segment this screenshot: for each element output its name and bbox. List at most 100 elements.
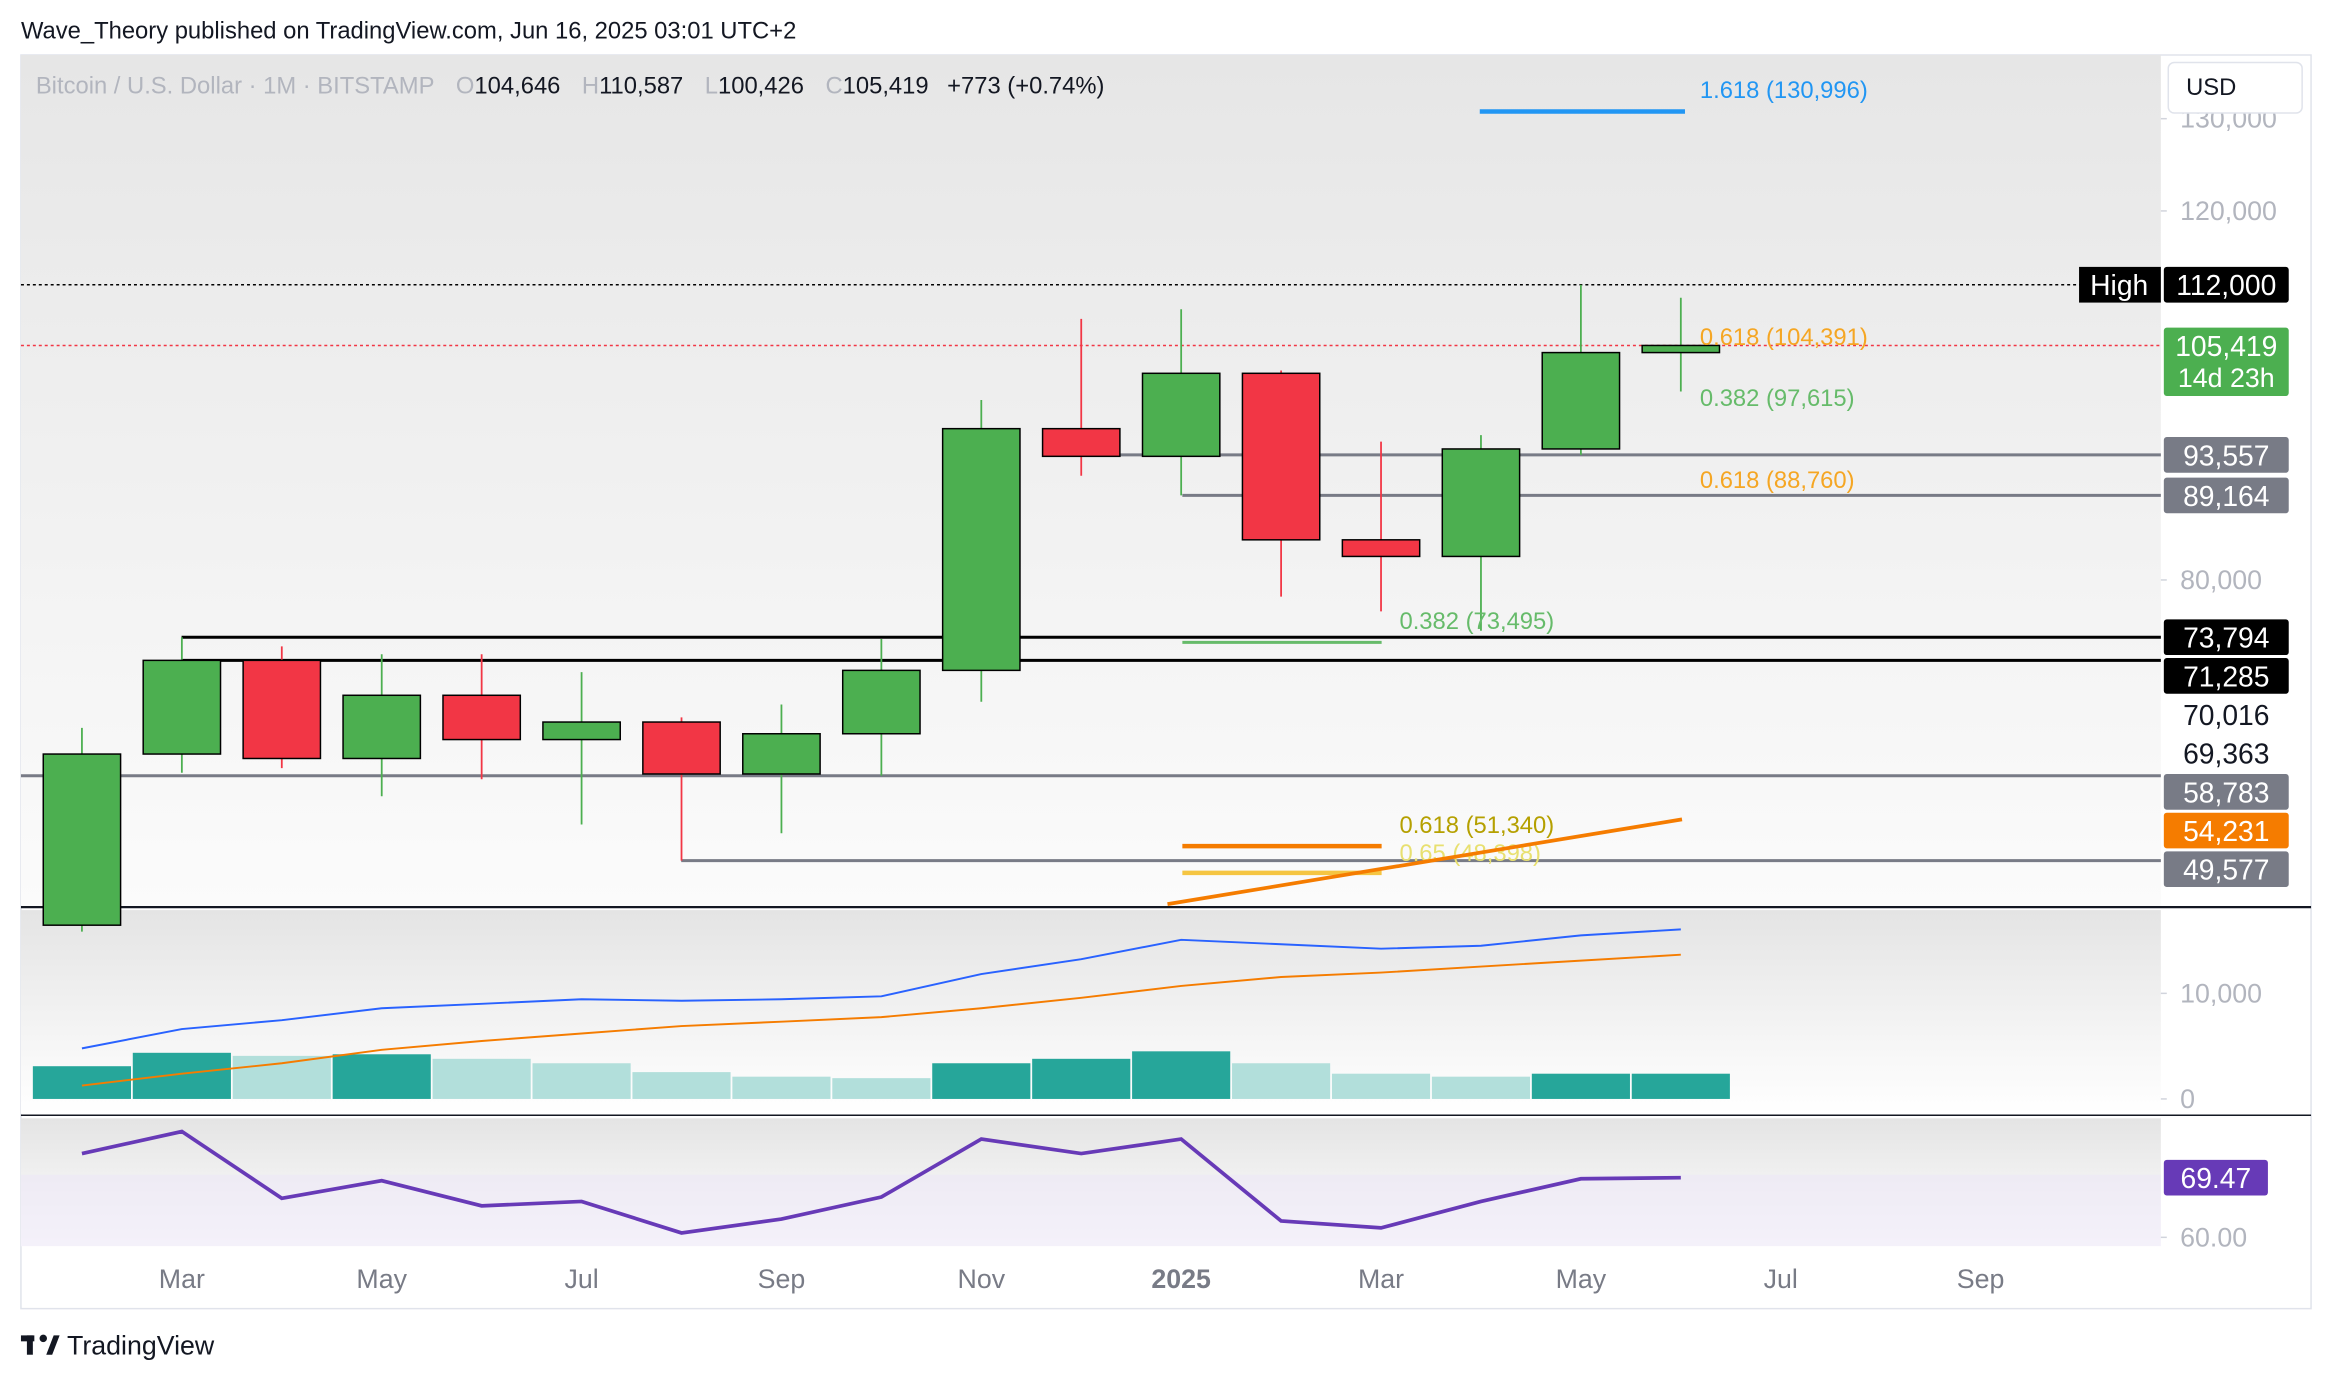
ohlc-key: C (825, 73, 842, 100)
volume-bar (732, 1076, 831, 1099)
volume-bar (832, 1078, 931, 1099)
candle-body (142, 659, 222, 755)
ohlc-key: H (582, 73, 599, 100)
volume-bar (32, 1066, 131, 1099)
candle-body (1141, 372, 1221, 458)
price-tag: High (2090, 269, 2148, 301)
fib-label: 0.618 (104,391) (1700, 324, 1868, 351)
y-tick-label: 80,000 (2180, 565, 2262, 595)
price-label: 71,285 (2183, 660, 2269, 692)
price-label: 73,794 (2183, 622, 2269, 654)
price-label: 49,577 (2183, 854, 2269, 886)
y-tick-label: 10,000 (2180, 978, 2262, 1008)
ohlc-value: 104,646 (474, 73, 560, 100)
price-label: 112,000 (2176, 269, 2276, 301)
x-tick-label: Mar (159, 1264, 205, 1294)
price-label-bg (2163, 437, 2289, 473)
fib-label: 0.618 (88,760) (1700, 467, 1855, 494)
y-tick-label: 0 (2180, 1084, 2195, 1114)
volume-bar (632, 1072, 731, 1099)
x-tick-label: Nov (958, 1264, 1006, 1294)
price-label-bg (2163, 327, 2289, 397)
rsi-line (81, 1129, 1681, 1235)
x-tick-label: Sep (758, 1264, 806, 1294)
fib-label: 0.382 (73,495) (1399, 608, 1554, 635)
candle-body (1341, 539, 1421, 558)
ohlc-key: L (705, 73, 718, 100)
price-label: 89,164 (2183, 480, 2269, 512)
fib-label: 0.382 (97,615) (1700, 385, 1855, 412)
price-label: 70,016 (2183, 699, 2269, 731)
candle-body (1441, 448, 1521, 558)
x-tick-label: Jul (1764, 1264, 1798, 1294)
rsi-label: 69.47 (2181, 1162, 2252, 1194)
x-tick-label: May (1556, 1264, 1607, 1294)
x-tick-label: Sep (1957, 1264, 2005, 1294)
volume-bar (132, 1052, 231, 1099)
volume-bar (1631, 1073, 1730, 1099)
volume-bar (1132, 1051, 1231, 1099)
candle-body (941, 427, 1021, 672)
price-label-bg (2163, 619, 2289, 656)
price-label: 105,419 (2175, 330, 2277, 362)
candle-body (1241, 372, 1321, 541)
candle-body (1641, 344, 1721, 354)
ohlc-value: 100,426 (718, 73, 804, 100)
candle-body (1541, 351, 1621, 450)
ohlc-key: O (456, 73, 475, 100)
candle-body (342, 694, 422, 760)
rsi-band (20, 1174, 2161, 1247)
x-tick-label: Jul (564, 1264, 598, 1294)
candle-body (1041, 427, 1121, 458)
volume-ma (81, 953, 1681, 1087)
candle-body (242, 659, 322, 760)
volume-bar (1431, 1076, 1531, 1099)
y-tick-label: 60.00 (2180, 1222, 2247, 1252)
price-label-bg (2163, 812, 2289, 849)
candle-body (42, 753, 122, 926)
price-label-bg (2163, 774, 2289, 810)
ohlc-value: 110,587 (599, 73, 683, 100)
candle-body (841, 669, 921, 735)
brand: TradingView (67, 1331, 215, 1361)
price-label: 54,231 (2183, 815, 2269, 847)
volume-bar (1331, 1073, 1431, 1099)
change: +773 (+0.74%) (947, 73, 1104, 100)
rsi-label-bg (2163, 1159, 2268, 1196)
price-label-bg (2163, 266, 2289, 303)
price-tag-bg (2079, 266, 2161, 303)
legend: Bitcoin / U.S. Dollar · 1M · BITSTAMP O1… (36, 73, 1105, 100)
x-tick-label: 2025 (1151, 1264, 1211, 1294)
byline: Wave_Theory published on TradingView.com… (21, 18, 796, 45)
logo (20, 1334, 60, 1355)
volume-bar (932, 1063, 1031, 1099)
price-label-bg (2163, 477, 2289, 514)
ohlc-value: 105,419 (843, 73, 929, 100)
trendline (1167, 817, 1683, 906)
price-pane (20, 55, 2161, 906)
price-label: 58,783 (2183, 776, 2269, 808)
volume-bar (332, 1054, 431, 1099)
price-label: 69,363 (2183, 738, 2269, 770)
volume-bar (1531, 1073, 1630, 1099)
price-label-bg (2163, 851, 2289, 888)
volume-bar (532, 1063, 631, 1099)
candle-body (442, 694, 522, 741)
currency-button[interactable] (2167, 61, 2303, 114)
volume-bar (1032, 1058, 1131, 1099)
currency[interactable]: USD (2186, 74, 2236, 101)
x-tick-label: Mar (1358, 1264, 1404, 1294)
symbol: Bitcoin / U.S. Dollar · 1M · BITSTAMP (36, 73, 435, 100)
volume-bar (1232, 1063, 1331, 1099)
volume-bar (432, 1058, 531, 1099)
price-label-bg (2163, 658, 2289, 694)
candle-body (642, 721, 721, 775)
fib-label: 0.618 (51,340) (1399, 812, 1554, 839)
price-label: 93,557 (2183, 439, 2269, 471)
candle-body (742, 733, 821, 775)
price-label-sub: 14d 23h (2178, 363, 2275, 393)
fib-label: 1.618 (130,996) (1700, 77, 1868, 104)
